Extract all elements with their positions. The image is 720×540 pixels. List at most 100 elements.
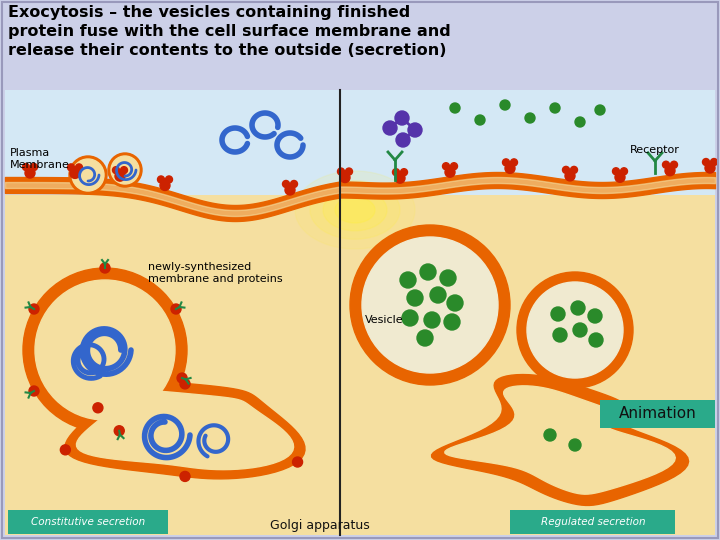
Circle shape [340, 173, 350, 183]
Circle shape [573, 323, 587, 337]
Circle shape [338, 168, 344, 175]
Circle shape [562, 166, 570, 173]
Circle shape [395, 111, 409, 125]
Circle shape [665, 166, 675, 176]
Circle shape [72, 159, 104, 191]
Circle shape [158, 176, 164, 183]
Circle shape [500, 100, 510, 110]
Text: Constitutive secretion: Constitutive secretion [31, 517, 145, 527]
Circle shape [25, 168, 35, 178]
Circle shape [445, 167, 455, 177]
Circle shape [115, 171, 125, 181]
Circle shape [111, 156, 139, 184]
Text: Exocytosis – the vesicles containing finished
protein fuse with the cell surface: Exocytosis – the vesicles containing fin… [8, 5, 451, 58]
Circle shape [400, 168, 408, 176]
FancyBboxPatch shape [600, 400, 715, 428]
Circle shape [108, 153, 142, 187]
Circle shape [290, 180, 297, 187]
Ellipse shape [310, 181, 400, 239]
Circle shape [68, 164, 74, 171]
Text: Golgi apparatus: Golgi apparatus [270, 519, 370, 532]
Text: Receptor: Receptor [630, 145, 680, 155]
Circle shape [282, 180, 289, 187]
Circle shape [569, 439, 581, 451]
Circle shape [575, 117, 585, 127]
Circle shape [350, 225, 510, 385]
Circle shape [589, 333, 603, 347]
Text: Plasma
Membrane: Plasma Membrane [10, 148, 70, 170]
Circle shape [571, 301, 585, 315]
Circle shape [450, 103, 460, 113]
Circle shape [400, 272, 416, 288]
Circle shape [588, 309, 602, 323]
Circle shape [76, 164, 83, 171]
Circle shape [29, 386, 39, 396]
Circle shape [29, 304, 39, 314]
Circle shape [180, 379, 190, 389]
Circle shape [703, 159, 709, 166]
Circle shape [510, 159, 518, 166]
Bar [5, 90, 715, 205]
Circle shape [177, 373, 187, 383]
Circle shape [417, 330, 433, 346]
Circle shape [407, 290, 423, 306]
Circle shape [662, 161, 670, 168]
Circle shape [711, 159, 718, 166]
Circle shape [503, 159, 510, 166]
Circle shape [525, 113, 535, 123]
Circle shape [292, 457, 302, 467]
Bar [5, 195, 715, 535]
Ellipse shape [335, 197, 375, 223]
Circle shape [160, 180, 170, 191]
Circle shape [551, 307, 565, 321]
Circle shape [285, 185, 295, 195]
Text: Vesicle: Vesicle [365, 315, 404, 325]
Ellipse shape [323, 189, 387, 231]
FancyBboxPatch shape [510, 510, 675, 534]
Circle shape [22, 164, 30, 171]
Polygon shape [65, 381, 305, 479]
Circle shape [527, 282, 623, 378]
Circle shape [430, 287, 446, 303]
FancyBboxPatch shape [8, 510, 168, 534]
Circle shape [402, 310, 418, 326]
Circle shape [475, 115, 485, 125]
Circle shape [395, 173, 405, 183]
Circle shape [621, 168, 628, 175]
Circle shape [444, 314, 460, 330]
Circle shape [570, 166, 577, 173]
Circle shape [23, 268, 187, 432]
Circle shape [383, 121, 397, 135]
Circle shape [553, 328, 567, 342]
Text: Regulated secretion: Regulated secretion [541, 517, 645, 527]
Circle shape [443, 163, 449, 170]
Circle shape [166, 176, 173, 183]
Polygon shape [445, 386, 675, 494]
Circle shape [408, 123, 422, 137]
Circle shape [112, 167, 120, 174]
Circle shape [396, 133, 410, 147]
Circle shape [595, 105, 605, 115]
Circle shape [440, 270, 456, 286]
Circle shape [392, 168, 400, 176]
Circle shape [670, 161, 678, 168]
Circle shape [544, 429, 556, 441]
Text: Animation: Animation [619, 407, 697, 422]
Circle shape [171, 304, 181, 314]
Circle shape [550, 103, 560, 113]
Circle shape [30, 164, 37, 171]
Circle shape [35, 280, 175, 420]
Circle shape [362, 237, 498, 373]
Circle shape [517, 272, 633, 388]
Circle shape [705, 163, 715, 173]
Circle shape [505, 164, 515, 173]
Circle shape [100, 263, 110, 273]
Ellipse shape [295, 171, 415, 249]
Circle shape [60, 445, 71, 455]
Circle shape [69, 156, 107, 194]
Polygon shape [431, 375, 688, 505]
Circle shape [114, 426, 125, 436]
Circle shape [420, 264, 436, 280]
Circle shape [565, 171, 575, 181]
Text: newly-synthesized
membrane and proteins: newly-synthesized membrane and proteins [148, 262, 283, 284]
